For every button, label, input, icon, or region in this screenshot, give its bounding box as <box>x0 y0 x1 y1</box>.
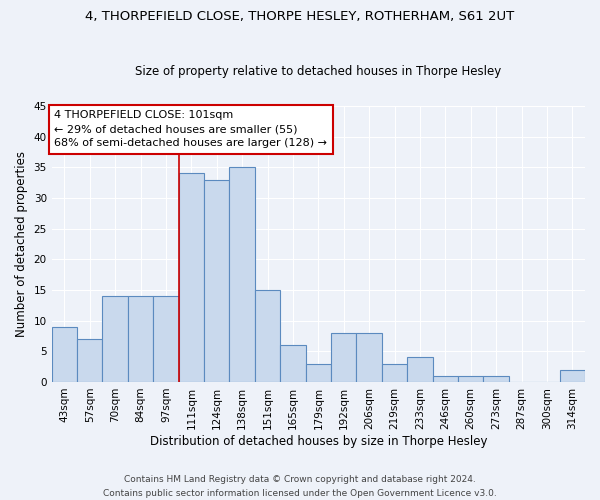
Title: Size of property relative to detached houses in Thorpe Hesley: Size of property relative to detached ho… <box>135 66 502 78</box>
Bar <box>280 345 305 382</box>
Bar <box>560 370 585 382</box>
Bar <box>128 296 153 382</box>
Bar <box>153 296 179 382</box>
Bar <box>204 180 229 382</box>
Bar <box>331 333 356 382</box>
Bar <box>458 376 484 382</box>
Text: 4 THORPEFIELD CLOSE: 101sqm
← 29% of detached houses are smaller (55)
68% of sem: 4 THORPEFIELD CLOSE: 101sqm ← 29% of det… <box>55 110 328 148</box>
Bar <box>407 358 433 382</box>
Bar <box>255 290 280 382</box>
Bar <box>305 364 331 382</box>
Bar <box>77 339 103 382</box>
Bar <box>179 174 204 382</box>
Bar <box>52 327 77 382</box>
Bar <box>229 168 255 382</box>
X-axis label: Distribution of detached houses by size in Thorpe Hesley: Distribution of detached houses by size … <box>149 434 487 448</box>
Bar <box>382 364 407 382</box>
Text: 4, THORPEFIELD CLOSE, THORPE HESLEY, ROTHERHAM, S61 2UT: 4, THORPEFIELD CLOSE, THORPE HESLEY, ROT… <box>85 10 515 23</box>
Bar <box>484 376 509 382</box>
Bar <box>433 376 458 382</box>
Y-axis label: Number of detached properties: Number of detached properties <box>15 151 28 337</box>
Text: Contains HM Land Registry data © Crown copyright and database right 2024.
Contai: Contains HM Land Registry data © Crown c… <box>103 476 497 498</box>
Bar <box>103 296 128 382</box>
Bar <box>356 333 382 382</box>
